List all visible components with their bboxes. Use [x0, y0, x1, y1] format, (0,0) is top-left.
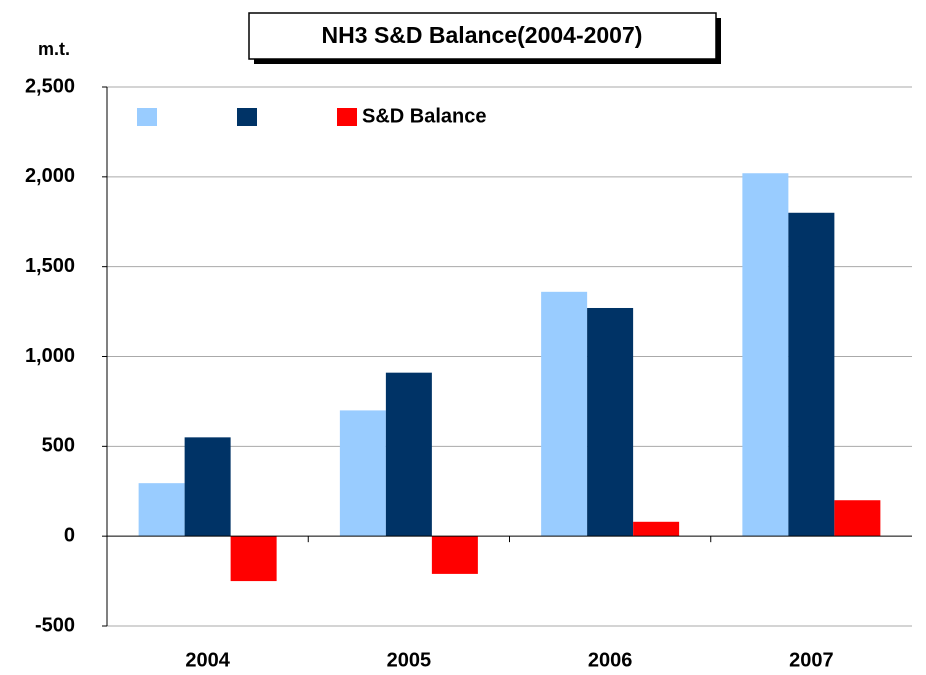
legend-swatch: [137, 108, 157, 126]
title-box: [248, 12, 717, 60]
bar: [138, 483, 185, 537]
y-axis-label: m.t.: [38, 39, 70, 59]
x-tick-label: 2004: [185, 649, 230, 671]
bar: [788, 212, 835, 537]
y-tick-label: 1,000: [25, 345, 75, 367]
bar: [834, 500, 881, 537]
legend-swatch: [337, 108, 357, 126]
y-tick-label: 2,000: [25, 165, 75, 187]
bar: [742, 173, 789, 537]
bar: [541, 291, 588, 537]
y-tick-label: 0: [64, 524, 75, 546]
bar: [587, 307, 634, 537]
bar: [385, 372, 432, 537]
x-tick-label: 2005: [387, 649, 432, 671]
y-tick-label: 500: [42, 435, 75, 457]
chart-title: NH3 S&D Balance(2004-2007): [322, 22, 643, 48]
y-tick-label: 2,500: [25, 75, 75, 97]
legend-swatch: [237, 108, 257, 126]
bar: [230, 536, 277, 582]
y-tick-label: -500: [35, 614, 75, 636]
bar: [431, 536, 478, 574]
x-tick-label: 2006: [588, 649, 633, 671]
x-tick-label: 2007: [789, 649, 834, 671]
y-tick-label: 1,500: [25, 255, 75, 277]
bar: [339, 410, 386, 537]
bar: [184, 437, 231, 537]
bar: [633, 521, 680, 537]
legend-label: S&D Balance: [362, 105, 487, 127]
